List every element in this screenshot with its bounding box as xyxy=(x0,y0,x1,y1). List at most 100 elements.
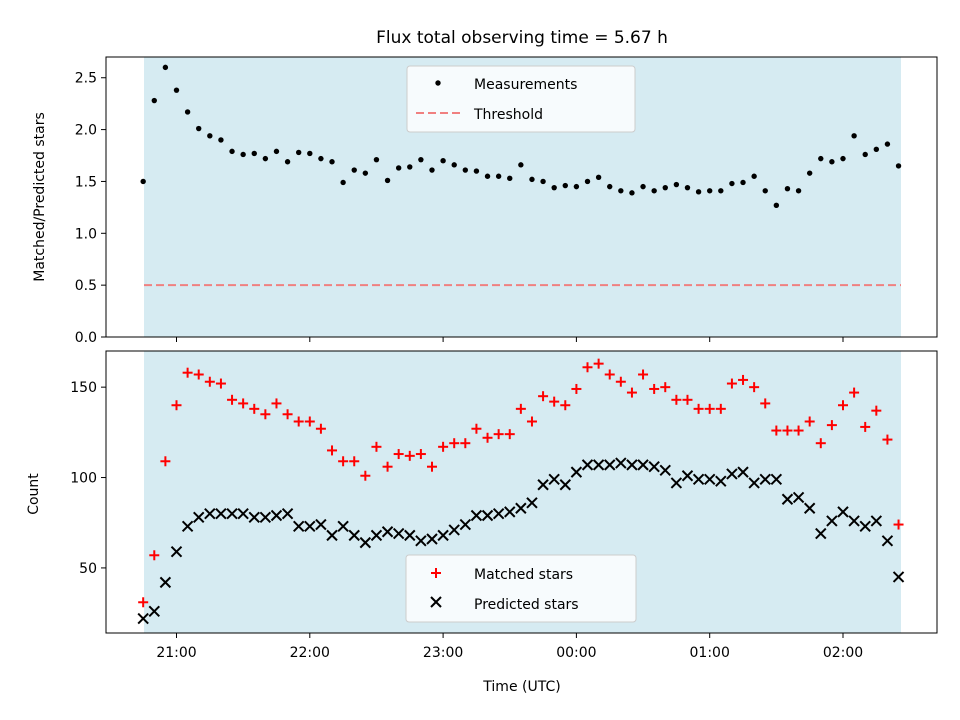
measurement-point xyxy=(573,183,580,190)
predicted-star-point xyxy=(859,520,871,533)
matched-star-point xyxy=(571,383,582,394)
y-tick-label: 2.0 xyxy=(75,123,97,139)
matched-star-point xyxy=(260,409,271,420)
measurement-point xyxy=(484,173,491,179)
measurement-point xyxy=(373,156,380,163)
predicted-star-point xyxy=(315,518,327,531)
matched-star-point xyxy=(204,376,215,387)
matched-star-point xyxy=(682,394,693,405)
legend-top: Measurements Threshold xyxy=(406,65,636,133)
legend-box-top xyxy=(406,65,636,133)
matched-star-point xyxy=(215,378,226,389)
matched-star-point xyxy=(871,405,882,416)
measurement-point xyxy=(251,150,257,157)
measurement-point xyxy=(829,159,835,165)
matched-star-point xyxy=(449,438,460,449)
measurement-point xyxy=(873,146,880,152)
matched-star-point xyxy=(560,400,571,411)
x-tick-label: 00:00 xyxy=(556,645,596,661)
predicted-star-point xyxy=(803,502,816,514)
predicted-star-point xyxy=(592,459,605,471)
axes-frame-bottom xyxy=(105,350,938,634)
predicted-star-point xyxy=(670,477,683,489)
legend-marker-predicted xyxy=(430,596,442,608)
measurement-point xyxy=(662,184,668,191)
measurement-point xyxy=(351,167,357,173)
predicted-star-point xyxy=(470,509,483,522)
predicted-star-point xyxy=(537,479,549,491)
predicted-star-point xyxy=(137,612,149,625)
matched-star-point xyxy=(704,403,715,414)
matched-star-point xyxy=(693,403,704,414)
measurement-point xyxy=(207,133,213,139)
legend-label-predicted: Predicted stars xyxy=(474,597,579,613)
measurement-point xyxy=(729,180,735,187)
predicted-star-point xyxy=(148,605,160,618)
matched-star-point xyxy=(338,456,349,467)
predicted-star-point xyxy=(759,473,771,486)
measurement-point xyxy=(773,202,780,208)
predicted-star-point xyxy=(548,473,560,486)
measurement-point xyxy=(340,179,346,186)
predicted-star-point xyxy=(648,460,660,473)
matched-star-point xyxy=(549,396,560,407)
measurement-point xyxy=(762,188,768,194)
matched-star-point xyxy=(360,470,371,481)
matched-star-point xyxy=(538,391,549,402)
measurement-point xyxy=(718,188,724,194)
predicted-star-point xyxy=(570,466,583,478)
y-tick-label: 50 xyxy=(79,561,97,577)
legend-label-measurements: Measurements xyxy=(474,77,577,93)
measurement-point xyxy=(651,188,657,194)
measurement-point xyxy=(273,148,280,155)
matched-star-point xyxy=(515,403,526,414)
matched-star-point xyxy=(749,382,760,393)
predicted-star-point xyxy=(881,535,894,547)
predicted-star-point xyxy=(715,475,727,487)
matched-star-point xyxy=(460,438,471,449)
legend-marker-matched xyxy=(431,568,441,578)
y-axis-ticks-top: 0.0 0.5 1.0 1.5 2.0 2.5 xyxy=(75,71,106,346)
matched-star-point xyxy=(526,416,537,427)
matched-star-point xyxy=(793,425,804,436)
measurement-point xyxy=(229,148,235,155)
measurement-point xyxy=(240,151,246,158)
y-tick-label: 2.5 xyxy=(75,71,97,87)
predicted-star-point xyxy=(781,493,794,505)
measurement-point xyxy=(640,183,646,190)
y-axis-ticks-bottom: 50 100 150 xyxy=(70,380,106,577)
matched-star-point xyxy=(582,362,593,373)
predicted-star-point xyxy=(459,518,472,531)
matched-star-point xyxy=(849,387,860,398)
matched-star-point xyxy=(227,394,238,405)
x-tick-label: 02:00 xyxy=(823,645,863,661)
measurement-point xyxy=(595,174,602,180)
measurement-point xyxy=(295,149,302,156)
predicted-star-point xyxy=(404,529,416,542)
matched-star-point xyxy=(293,416,304,427)
predicted-star-point xyxy=(270,509,283,522)
matched-star-point xyxy=(493,429,504,440)
measurement-points xyxy=(140,64,902,208)
predicted-star-point xyxy=(437,529,449,542)
y-tick-label: 150 xyxy=(70,380,97,396)
measurement-point xyxy=(473,168,480,174)
matched-star-point xyxy=(182,367,193,378)
predicted-star-point xyxy=(392,527,405,540)
predicted-star-point xyxy=(292,520,305,533)
predicted-star-point xyxy=(281,507,294,520)
predicted-star-point xyxy=(181,520,194,533)
matched-star-point xyxy=(471,423,482,434)
matched-star-point xyxy=(193,369,204,380)
predicted-star-point xyxy=(348,529,360,542)
panel-ratio: 0.0 0.5 1.0 1.5 2.0 2.5 Flux total observing … xyxy=(32,28,938,346)
matched-star-point xyxy=(327,445,338,456)
matched-star-point xyxy=(782,425,793,436)
predicted-star-point xyxy=(226,507,238,520)
predicted-star-point xyxy=(748,477,760,489)
predicted-star-point xyxy=(681,470,694,482)
count-points xyxy=(137,358,905,625)
matched-star-point xyxy=(482,432,493,443)
measurement-point xyxy=(284,159,291,165)
legend-box-bottom xyxy=(405,554,637,623)
